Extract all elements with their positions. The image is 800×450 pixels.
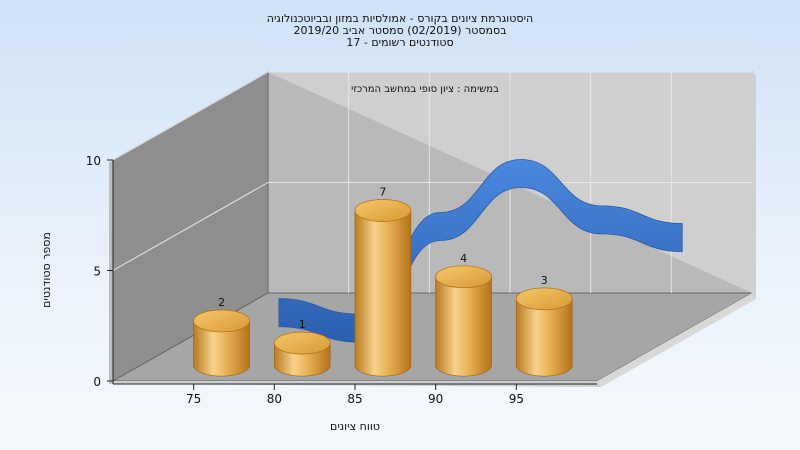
- bar-top: [515, 287, 573, 311]
- bar-top: [435, 265, 492, 289]
- floor-side-edge: [597, 293, 756, 387]
- bar-data-label: 7: [379, 185, 386, 198]
- chart-subtitle: במשימה : ציון סופי במחשב המרכזי: [351, 84, 499, 95]
- bar-body: [354, 210, 412, 377]
- bar-body: [515, 298, 573, 377]
- gridline-y-side: [112, 182, 269, 271]
- x-tick-label: 95: [509, 392, 524, 406]
- bar-data-label: 1: [299, 318, 306, 331]
- bar-data-label: 3: [541, 274, 548, 287]
- x-tick-label: 75: [186, 392, 201, 406]
- chart-title-line-3: סטודנטים רשומים - 17: [346, 36, 454, 49]
- x-tick-label: 80: [267, 392, 282, 406]
- y-axis-label: מספר סטודנטים: [40, 232, 53, 308]
- bar-data-label: 4: [460, 252, 467, 265]
- chart-title-line-2: בסמסטר (02/2019) סמסטר אביב 2019/20: [293, 24, 507, 37]
- bar: 4: [435, 252, 492, 377]
- x-tick-label: 90: [428, 392, 443, 406]
- bar: 3: [515, 274, 573, 377]
- bar: 7: [354, 185, 412, 377]
- chart-axes: 0 5 10 75 80 85 90 95: [86, 154, 597, 406]
- gridline-y-side: [112, 71, 269, 161]
- bar-body: [435, 276, 492, 377]
- chart-title-line-1: היסטוגרמת ציונים בקורס - אמולסיות במזון …: [266, 12, 534, 25]
- bar: 2: [193, 296, 250, 377]
- x-tick-label: 85: [347, 392, 362, 406]
- bar-body: [193, 320, 250, 377]
- bar-data-label: 2: [218, 296, 225, 309]
- y-tick-label: 10: [86, 154, 101, 168]
- bar: 1: [273, 318, 331, 377]
- left-wall-edge: [109, 160, 113, 384]
- chart-bar-series: 2 1 7 4 3: [193, 185, 573, 377]
- bar-top: [273, 331, 331, 355]
- back-wall-edge: [268, 72, 756, 299]
- x-axis-label: טווח ציונים: [330, 420, 380, 433]
- bar-top: [193, 309, 250, 333]
- y-tick-label: 0: [93, 375, 101, 389]
- y-tick-label: 5: [93, 265, 101, 279]
- bar-top: [354, 199, 412, 222]
